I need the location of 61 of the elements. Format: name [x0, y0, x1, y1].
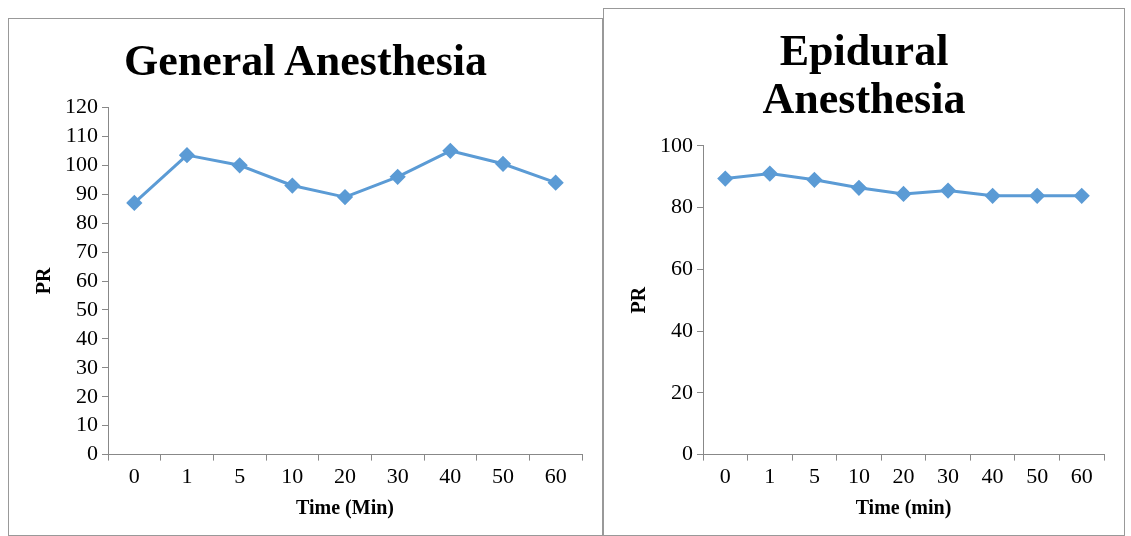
point [851, 180, 867, 196]
y-tick-label: 50 [76, 295, 98, 321]
point [495, 156, 511, 172]
y-tick-label: 100 [65, 151, 98, 177]
x-tick-label: 10 [281, 462, 304, 488]
x-tick-label: 60 [1070, 462, 1093, 488]
y-tick-label: 110 [65, 122, 98, 148]
point [717, 171, 733, 187]
x-tick-label: 50 [1026, 462, 1049, 488]
x-tick-label: 30 [937, 462, 960, 488]
point [896, 186, 911, 202]
y-axis-title: PR [32, 267, 55, 295]
point [1029, 188, 1045, 204]
x-tick-label: 5 [234, 462, 246, 488]
x-tick-label: 0 [128, 462, 140, 488]
point [284, 178, 300, 194]
y-tick-label: 120 [65, 93, 98, 119]
x-tick-label: 20 [892, 462, 915, 488]
y-tick-label: 60 [671, 255, 693, 281]
point [985, 188, 1001, 204]
x-tick-label: 60 [544, 462, 567, 488]
x-tick-label: 20 [334, 462, 356, 488]
chart-title: General Anesthesia [124, 35, 487, 85]
point [126, 195, 142, 211]
y-tick-label: 90 [76, 179, 98, 205]
point [940, 183, 956, 199]
point [1074, 188, 1090, 204]
point [806, 172, 822, 188]
y-tick-label: 20 [76, 382, 98, 408]
x-tick-label: 40 [981, 462, 1004, 488]
x-tick-label: 50 [492, 462, 514, 488]
point [762, 166, 778, 182]
x-axis-title: Time (Min) [296, 496, 394, 520]
point [442, 143, 458, 159]
point [390, 169, 406, 185]
point [337, 189, 353, 205]
y-tick-label: 80 [76, 208, 98, 234]
x-tick-label: 1 [764, 462, 776, 488]
x-tick-label: 40 [439, 462, 462, 488]
y-tick-label: 10 [76, 411, 98, 437]
point [232, 157, 248, 173]
y-tick-label: 40 [76, 324, 98, 350]
y-tick-label: 0 [682, 440, 693, 466]
y-axis-title: PR [627, 286, 650, 314]
point [179, 147, 195, 163]
y-tick-label: 70 [76, 237, 98, 263]
y-tick-label: 100 [660, 131, 693, 157]
y-tick-label: 60 [76, 266, 98, 292]
x-tick-label: 5 [808, 462, 820, 488]
x-tick-label: 0 [719, 462, 731, 488]
y-tick-label: 80 [671, 193, 693, 219]
x-tick-label: 30 [386, 462, 409, 488]
x-tick-label: 10 [847, 462, 870, 488]
x-axis-title: Time (min) [855, 496, 952, 520]
y-tick-label: 0 [87, 440, 98, 466]
chart-title: Epidural Anesthesia [762, 25, 966, 123]
y-tick-label: 20 [671, 378, 693, 404]
y-tick-label: 40 [671, 316, 693, 342]
x-tick-label: 1 [181, 462, 193, 488]
y-tick-label: 30 [76, 353, 98, 379]
point [548, 175, 564, 191]
